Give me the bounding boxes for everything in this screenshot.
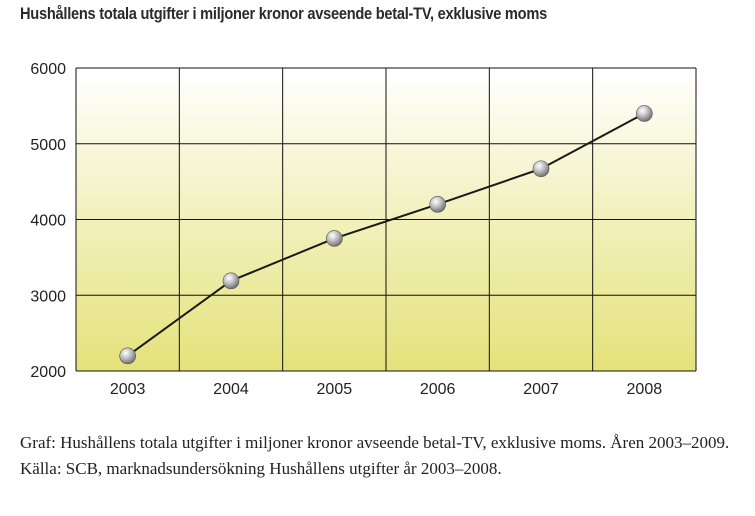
y-tick-label: 6000 [30, 61, 66, 78]
chart-title: Hushållens totala utgifter i miljoner kr… [20, 4, 547, 23]
x-tick-label: 2004 [213, 381, 249, 398]
data-point-marker [119, 347, 136, 365]
caption-source-text: Källa: SCB, marknadsundersökning Hushåll… [20, 459, 502, 478]
y-tick-label: 5000 [30, 137, 66, 154]
y-axis-tick-labels: 2000 3000 4000 5000 6000 [30, 61, 66, 381]
data-point-marker [532, 160, 550, 178]
x-tick-label: 2007 [523, 381, 559, 398]
data-point-marker [222, 272, 240, 290]
series-layer [119, 105, 653, 365]
x-axis-tick-labels: 2003 2004 2005 2006 2007 2008 [110, 381, 662, 398]
data-point-marker [326, 230, 343, 247]
x-tick-label: 2006 [420, 381, 456, 398]
x-tick-label: 2008 [627, 381, 663, 398]
y-tick-label: 4000 [30, 213, 66, 230]
x-tick-label: 2005 [317, 381, 353, 398]
y-tick-label: 2000 [30, 364, 66, 381]
figure-caption: Graf: Hushållens totala utgifter i miljo… [20, 430, 750, 482]
x-tick-label: 2003 [110, 381, 146, 398]
series-line [127, 112, 645, 357]
y-tick-label: 3000 [30, 288, 66, 305]
data-point-marker [429, 196, 446, 213]
grid-lines [75, 67, 697, 372]
data-point-marker [636, 105, 653, 122]
caption-graph-text: Graf: Hushållens totala utgifter i miljo… [20, 433, 730, 452]
